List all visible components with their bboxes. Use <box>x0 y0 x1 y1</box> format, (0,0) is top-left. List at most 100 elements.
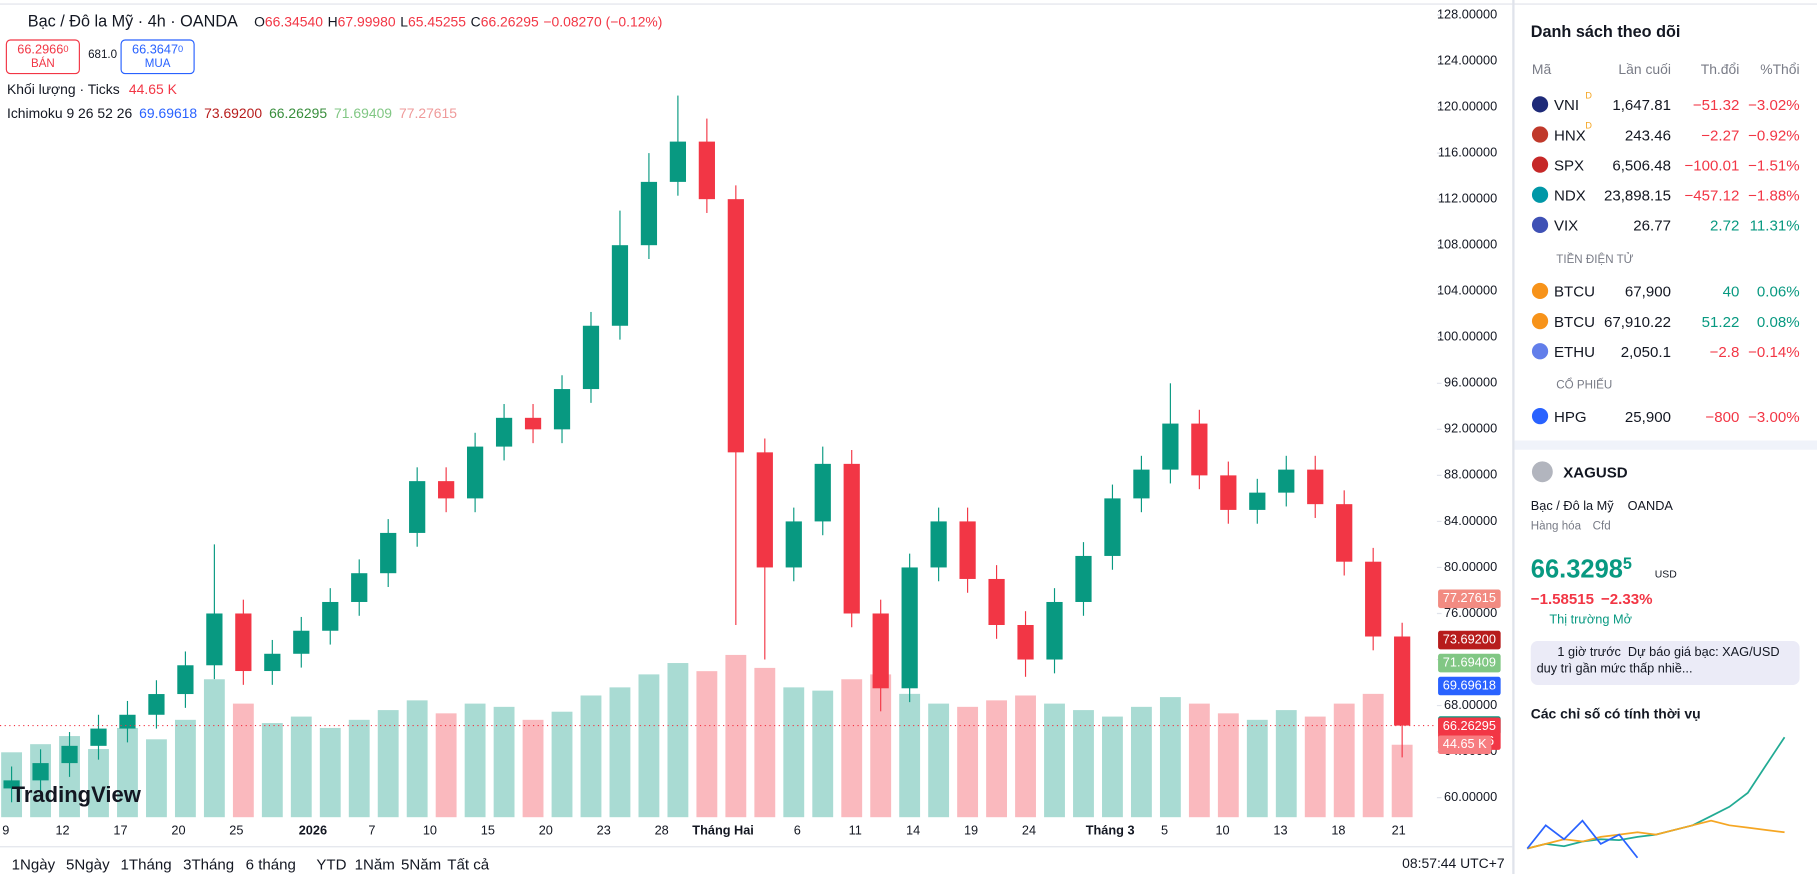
volume-bar <box>117 727 138 818</box>
symbol[interactable]: NDX <box>1553 186 1586 205</box>
cell-pct: 11.31% <box>1749 216 1800 235</box>
symbol-icon <box>1531 96 1549 113</box>
symbol[interactable]: VNI <box>1553 96 1580 114</box>
symbol-icon <box>1531 282 1549 300</box>
column-header: Lần cuối <box>1618 61 1671 78</box>
candle-body <box>61 745 78 764</box>
range-button[interactable]: 1Năm <box>354 855 395 873</box>
candle-body <box>293 630 310 654</box>
price-tag-label: 73.69200 <box>1443 631 1496 646</box>
range-button[interactable]: Tất cả <box>447 855 490 873</box>
volume-bar <box>1073 710 1094 818</box>
range-button[interactable]: 1Tháng <box>120 855 172 873</box>
indicator-value: 69.69618 <box>139 105 198 122</box>
news-time: 1 giờ trước <box>1557 645 1621 660</box>
cell-last: 6,506.48 <box>1612 156 1671 174</box>
sell-price: 66.2966 <box>17 42 64 57</box>
cell-change: 40 <box>1722 282 1740 301</box>
price-tag <box>1438 589 1501 609</box>
volume-bar <box>406 700 428 818</box>
sell-box[interactable]: 66.29660 BÁN <box>5 39 80 75</box>
range-button[interactable]: YTD <box>316 855 347 873</box>
volume-bar <box>203 679 225 818</box>
price-tag <box>1438 630 1501 650</box>
indicator-value: 73.69200 <box>204 105 263 122</box>
volume-bar <box>1102 716 1123 818</box>
x-tick-label: 25 <box>229 822 243 837</box>
volume-bar <box>1217 713 1239 818</box>
name: Bạc / Đô la Mỹ <box>1530 499 1614 514</box>
symbol[interactable]: SPX <box>1553 156 1585 174</box>
y-tick-label: 92.00000 <box>1444 421 1497 436</box>
indicator-value: 71.69409 <box>334 105 393 122</box>
candle-body <box>872 613 889 689</box>
price-tag-label: 77.27615 <box>1443 590 1496 605</box>
cell-last: 67,900 <box>1624 282 1671 301</box>
y-tick-label: 128.00000 <box>1437 6 1497 21</box>
volume-bar <box>725 654 747 818</box>
ohlc-value: 65.45255 <box>408 13 467 31</box>
x-tick-label: 9 <box>2 822 9 837</box>
volume-indicator: Khối lượng · Ticks 44.65 K <box>7 81 177 97</box>
volume-bar <box>1188 703 1210 818</box>
cell-last: 25,900 <box>1624 408 1671 426</box>
news-box[interactable]: 1 giờ trước Dự báo giá bạc: XAG/USD duy t… <box>1530 641 1800 686</box>
candle-body <box>814 463 831 522</box>
seasonal-line <box>1527 736 1786 850</box>
candle-body <box>1249 492 1266 510</box>
volume-bar <box>464 703 486 818</box>
range-button[interactable]: 6 tháng <box>245 855 296 873</box>
kind: Cfd <box>1592 520 1611 534</box>
change: −1.58515 <box>1530 590 1595 608</box>
x-tick-label: 15 <box>481 822 495 837</box>
price: 66.3298 <box>1530 554 1623 584</box>
symbol-icon <box>1531 126 1549 143</box>
watchlist-title[interactable]: Danh sách theo dõi <box>1530 22 1681 41</box>
cell-change: 2.72 <box>1710 216 1740 235</box>
symbol[interactable]: HPG <box>1553 408 1587 426</box>
candle-body <box>582 325 600 390</box>
range-button[interactable]: 3Tháng <box>183 855 235 873</box>
candle-body <box>1278 469 1295 493</box>
range-button[interactable]: 5Năm <box>400 855 442 873</box>
x-tick-label: 24 <box>1022 822 1036 837</box>
x-tick-label: 10 <box>1215 822 1229 837</box>
detail-price: 66.32985 <box>1531 554 1632 584</box>
section-header: CỔ PHIẾU <box>1556 379 1613 392</box>
volume-bar <box>551 711 573 818</box>
symbol[interactable]: HNX <box>1553 126 1586 144</box>
cell-pct: −0.92% <box>1748 126 1800 144</box>
volume-bar <box>696 671 718 818</box>
spread: 681.0 <box>88 48 118 62</box>
detail-category: Hàng hóa Cfd <box>1531 520 1611 533</box>
candle-body <box>756 452 773 568</box>
volume-bar <box>812 690 834 818</box>
symbol[interactable]: BTCUS <box>1553 312 1596 331</box>
ohlc-label: O <box>254 13 265 31</box>
candle-body <box>495 417 513 447</box>
candle-body <box>409 481 426 533</box>
range-button[interactable]: 1Ngày <box>11 855 56 873</box>
column-header: Mã <box>1531 61 1552 78</box>
cell-pct: −0.14% <box>1748 343 1800 361</box>
symbol[interactable]: ETHUS <box>1553 343 1596 361</box>
x-tick-label: Tháng 3 <box>1086 822 1135 837</box>
y-tick-label: 124.00000 <box>1437 52 1497 67</box>
x-tick-label: 23 <box>597 822 611 837</box>
candle-body <box>322 601 339 631</box>
sell-label: BÁN <box>30 57 55 71</box>
cell-last: 67,910.22 <box>1603 312 1671 331</box>
price-tag <box>1438 676 1501 696</box>
range-button[interactable]: 5Ngày <box>66 855 110 873</box>
x-tick-label: 6 <box>794 822 801 837</box>
candle-body <box>1133 469 1150 499</box>
buy-box[interactable]: 66.36470 MUA <box>120 39 195 75</box>
candle-body <box>380 532 397 574</box>
symbol[interactable]: VIX <box>1553 216 1579 235</box>
candle-body <box>959 521 976 579</box>
indicator-name: Ichimoku 9 26 52 26 <box>6 105 133 122</box>
flag: D <box>1585 120 1592 131</box>
section-header: TIỀN ĐIỆN TỬ <box>1556 253 1634 267</box>
volume-bar <box>1015 695 1036 818</box>
symbol[interactable]: BTCUS <box>1553 282 1596 301</box>
